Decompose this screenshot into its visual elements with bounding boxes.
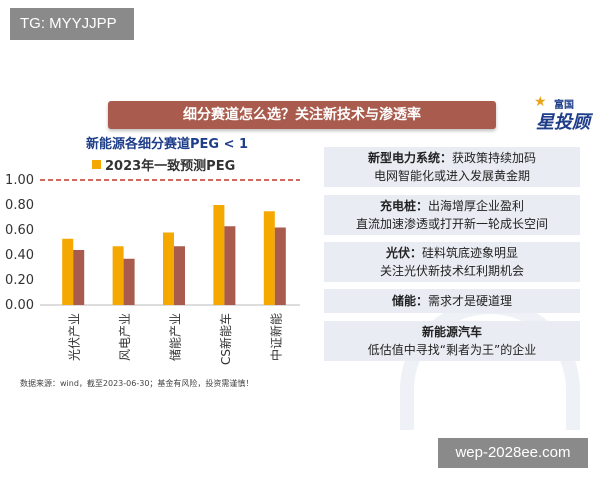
info-line2: 关注光伏新技术红利期机会 <box>379 264 524 278</box>
logo-small-text: 富国 <box>554 100 574 111</box>
info-box-charging-pile: 充电桩：出海增厚企业盈利 直流加速渗透或打开新一轮成长空间 <box>324 195 580 235</box>
bar-primary <box>112 246 124 305</box>
info-box-storage: 储能：需求才是硬道理 <box>324 289 580 313</box>
x-tick-label: 中证新能 <box>268 313 283 361</box>
info-line2: 电网智能化或进入发展黄金期 <box>373 169 530 183</box>
info-label: 光伏： <box>385 246 422 260</box>
y-tick-label: 0.60 <box>5 223 34 238</box>
info-line1: 出海增厚企业盈利 <box>428 199 525 213</box>
x-tick-label: 风电产业 <box>118 313 132 361</box>
y-tick-label: 0.20 <box>5 273 34 288</box>
info-label: 储能： <box>391 294 428 308</box>
x-tick-label: 光伏产业 <box>68 313 82 361</box>
y-tick-label: 0.00 <box>5 298 34 313</box>
bar-secondary <box>224 226 236 305</box>
y-tick-label: 1.00 <box>5 173 34 188</box>
info-label: 新型电力系统： <box>367 151 452 165</box>
legend-label: 2023年一致预测PEG <box>105 159 236 174</box>
bar-chart: 0.00 0.20 0.40 0.60 0.80 1.00 光伏产业 风电产业 储能产业 CS新能… <box>5 173 300 365</box>
source-note: 数据来源：wind，截至2023-06-30；基金有风险，投资需谨慎！ <box>20 379 254 388</box>
info-label: 充电桩： <box>379 199 428 213</box>
y-tick-label: 0.80 <box>5 198 34 213</box>
info-line2: 直流加速渗透或打开新一轮成长空间 <box>355 217 548 231</box>
chart-title: 新能源各细分赛道PEG < 1 <box>86 137 249 152</box>
info-line1: 硅料筑底迹象明显 <box>422 246 519 260</box>
info-box-power-system: 新型电力系统：获政策持续加码 电网智能化或进入发展黄金期 <box>324 147 580 187</box>
info-box-nev: 新能源汽车 低估值中寻找“剩者为王”的企业 <box>324 321 580 361</box>
bar-primary <box>163 232 174 305</box>
info-line2: 低估值中寻找“剩者为王”的企业 <box>367 343 537 357</box>
y-tick-label: 0.40 <box>5 248 34 263</box>
x-tick-label: 储能产业 <box>168 313 183 361</box>
chart-legend: 2023年一致预测PEG <box>92 155 235 174</box>
page-title: 细分赛道怎么选？关注新技术与渗透率 <box>108 101 496 129</box>
logo-main-text: 星投顾 <box>536 112 590 133</box>
legend-swatch <box>92 160 101 169</box>
watermark-bottom: wep-2028ee.com <box>438 438 588 468</box>
info-label: 新能源汽车 <box>421 325 482 339</box>
bar-secondary <box>73 250 85 305</box>
bar-secondary <box>274 227 286 305</box>
bar-primary <box>263 211 275 305</box>
bar-secondary <box>174 246 185 305</box>
background-decoration <box>400 300 580 430</box>
x-tick-label: CS新能车 <box>218 313 233 365</box>
star-icon: ★ <box>534 94 547 110</box>
bar-primary <box>213 205 225 305</box>
bar-secondary <box>123 258 135 305</box>
bar-primary <box>62 238 74 305</box>
info-line1: 需求才是硬道理 <box>428 294 513 308</box>
watermark-top: TG: MYYJJPP <box>10 8 134 40</box>
brand-logo: ★ 富国 星投顾 <box>534 94 592 133</box>
info-line1: 获政策持续加码 <box>452 151 537 165</box>
info-box-photovoltaic: 光伏：硅料筑底迹象明显 关注光伏新技术红利期机会 <box>324 242 580 282</box>
